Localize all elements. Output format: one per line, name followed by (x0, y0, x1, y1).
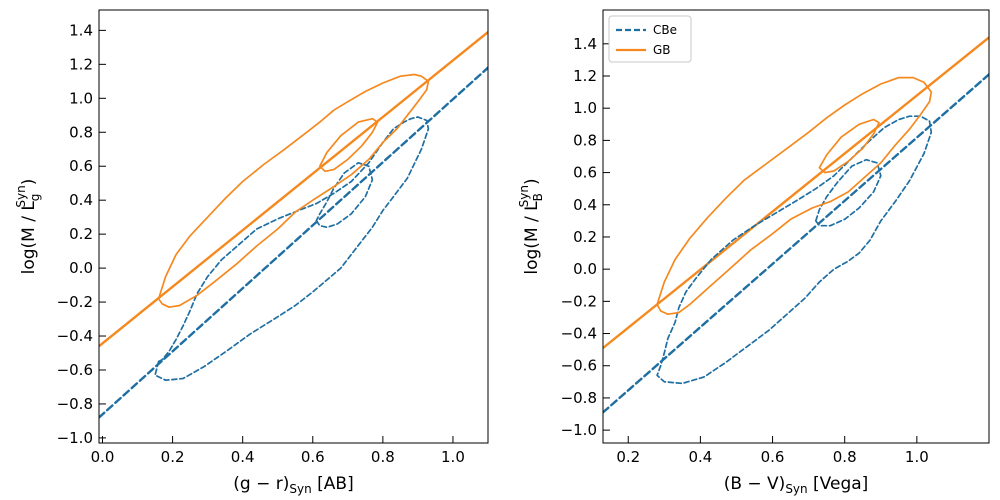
left-series-group (99, 30, 488, 419)
right-x-tick-label-4: 1.0 (905, 448, 929, 466)
legend-label-gb: GB (653, 43, 671, 57)
left-y-tick-label-9: 0.8 (69, 123, 93, 141)
right-y-tick-label-12: 1.4 (573, 35, 597, 53)
legend-box (608, 15, 692, 63)
left-y-axis-label: log(M / LgSyn) (14, 179, 42, 275)
left-cbe-contour-3 (315, 161, 374, 229)
left-y-tick-label-0: −1.0 (57, 429, 93, 447)
left-x-tick-label-4: 0.8 (371, 448, 395, 466)
right-gb-contour-4 (656, 76, 933, 316)
left-gb-contour-5 (318, 117, 379, 173)
right-y-tick-label-3: −0.4 (561, 325, 597, 343)
right-y-tick-label-6: 0.2 (573, 228, 597, 246)
right-gb-contour-5 (818, 118, 880, 174)
right-chart: 0.2 0.4 0.6 0.8 1.0 −1.0 −0.8 −0.6 −0.4 −0.2 0.0 0.… (517, 9, 990, 496)
right-axes-frame (602, 9, 990, 444)
left-y-tick-label-2: −0.6 (57, 361, 93, 379)
right-y-axis-label: log(M / LBSyn) (517, 178, 545, 274)
left-gb-line-1 (99, 30, 488, 348)
right-y-tick-label-9: 0.8 (573, 131, 597, 149)
left-x-axis-label: (g − r)Syn [AB] (233, 474, 353, 496)
left-x-tick-label-2: 0.4 (231, 448, 255, 466)
left-y-tick-label-10: 1.0 (69, 89, 93, 107)
left-x-tick-label-0: 0.0 (91, 448, 115, 466)
left-y-tick-label-3: −0.4 (57, 327, 93, 345)
legend-label-cbe: CBe (653, 23, 677, 37)
legend: CBe GB (608, 15, 692, 63)
right-x-tick-label-3: 0.8 (833, 448, 857, 466)
left-y-tick-label-5: 0.0 (69, 259, 93, 277)
left-y-tick-label-6: 0.2 (69, 225, 93, 243)
right-y-tick-label-7: 0.4 (573, 196, 597, 214)
right-x-tick-label-2: 0.6 (761, 448, 785, 466)
left-y-tick-label-4: −0.2 (57, 293, 93, 311)
left-y-tick-label-1: −0.8 (57, 395, 93, 413)
right-ticks: 0.2 0.4 0.6 0.8 1.0 −1.0 −0.8 −0.6 −0.4 −0.2 0.0 0.… (561, 35, 929, 466)
right-y-tick-label-0: −1.0 (561, 421, 597, 439)
left-ticks: 0.0 0.2 0.4 0.6 0.8 1.0 −1.0 −0.8 −0.6 −0.4 −0.2 0.… (57, 21, 465, 466)
right-cbe-contour-3 (814, 158, 882, 227)
left-x-tick-label-3: 0.6 (301, 448, 325, 466)
right-y-tick-label-2: −0.6 (561, 357, 597, 375)
right-x-tick-label-0: 0.2 (616, 448, 640, 466)
right-y-tick-label-8: 0.6 (573, 164, 597, 182)
right-x-axis-label: (B − V)Syn [Vega] (724, 474, 869, 496)
right-cbe-contour-2 (656, 115, 933, 385)
left-y-tick-label-7: 0.4 (69, 191, 93, 209)
left-cbe-contour-2 (154, 116, 430, 382)
right-cbe-line-0 (603, 73, 989, 414)
left-y-tick-label-11: 1.2 (69, 55, 93, 73)
right-y-tick-label-1: −0.8 (561, 389, 597, 407)
right-y-tick-label-10: 1.0 (573, 99, 597, 117)
right-y-tick-label-4: −0.2 (561, 292, 597, 310)
left-plot-area (99, 30, 488, 419)
left-axes-frame (98, 9, 489, 444)
left-y-tick-label-8: 0.6 (69, 157, 93, 175)
right-y-tick-label-11: 1.2 (573, 67, 597, 85)
left-gb-contour-4 (157, 73, 430, 309)
right-x-tick-label-1: 0.4 (688, 448, 712, 466)
left-y-tick-label-12: 1.4 (69, 21, 93, 39)
right-plot-area (603, 36, 989, 414)
left-cbe-line-0 (99, 66, 488, 419)
right-gb-line-1 (603, 36, 989, 350)
left-x-tick-label-5: 1.0 (441, 448, 465, 466)
right-y-tick-label-5: 0.0 (573, 260, 597, 278)
left-chart: 0.0 0.2 0.4 0.6 0.8 1.0 −1.0 −0.8 −0.6 −0.4 −0.2 0.… (14, 9, 489, 496)
right-series-group (603, 36, 989, 414)
left-x-tick-label-1: 0.2 (161, 448, 185, 466)
